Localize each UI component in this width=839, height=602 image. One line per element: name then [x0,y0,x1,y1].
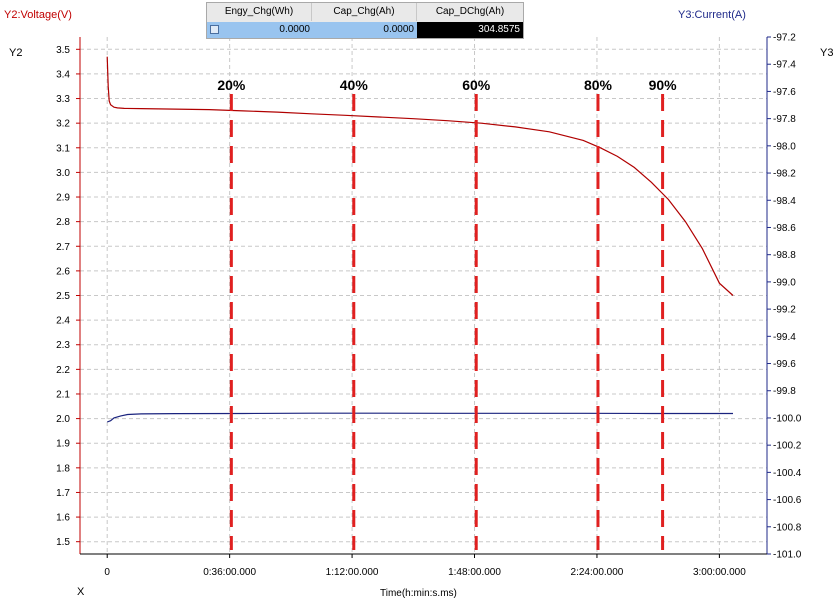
readout-header-cap-dchg[interactable]: Cap_DChg(Ah) [435,6,505,17]
marker-layer: 20% 40% 60% 80% 90% [217,77,677,550]
x-axis-name: X [77,586,85,598]
y3-tick-label: -99.0 [773,277,796,288]
marker-label: 80% [584,77,613,93]
x-tick-label: 0:36:00.000 [203,567,256,578]
y2-tick-label: 3.1 [56,143,70,154]
y2-tick-label: 2.7 [56,242,70,253]
series-line-current [106,412,733,423]
ticks-layer: 1.5 1.6 1.7 1.8 1.9 2.0 2.1 2.2 2.3 2.4 2.5 2.6 2.7 2… [56,33,802,579]
marker-label: 20% [217,77,246,93]
readout-header-cap-chg[interactable]: Cap_Chg(Ah) [312,3,417,21]
y3-tick-label: -97.2 [773,33,796,44]
y3-tick-label: -97.6 [773,87,796,98]
y2-tick-label: 1.6 [56,513,70,524]
y2-tick-label: 2.1 [56,389,70,400]
y3-tick-label: -100.2 [773,441,802,452]
readout-panel: Engy_Chg(Wh) Cap_Chg(Ah) Cap_DChg(Ah) 0.… [206,2,524,39]
y2-tick-label: 1.7 [56,488,70,499]
y2-tick-label: 3.3 [56,94,70,105]
grid-layer [80,37,767,554]
y3-axis-name: Y3 [820,47,834,59]
y3-tick-label: -97.8 [773,114,796,125]
readout-row-checkbox[interactable] [210,25,219,34]
y2-tick-label: 3.0 [56,168,70,179]
y3-tick-label: -98.8 [773,250,796,261]
y3-tick-label: -98.0 [773,141,796,152]
y2-tick-label: 2.5 [56,291,70,302]
marker-label: 40% [340,77,369,93]
y2-tick-label: 2.8 [56,217,70,228]
y3-tick-label: -99.8 [773,386,796,397]
y3-tick-label: -100.6 [773,495,802,506]
y2-tick-label: 2.0 [56,414,70,425]
x-tick-label: 1:12:00.000 [326,567,379,578]
x-tick-label: 1:48:00.000 [448,567,501,578]
y3-tick-label: -100.0 [773,413,802,424]
readout-value-cap-dchg: 304.8575 [417,22,523,38]
y2-tick-label: 1.8 [56,463,70,474]
y3-axis-title: Y3:Current(A) [678,9,746,21]
y3-tick-label: -101.0 [773,550,802,561]
y3-tick-label: -97.4 [773,60,796,71]
y2-tick-label: 3.4 [56,69,70,80]
marker-label: 60% [462,77,491,93]
y2-tick-label: 2.9 [56,193,70,204]
y2-axis-name: Y2 [9,47,23,59]
y2-tick-label: 2.2 [56,365,70,376]
x-tick-label: 0 [104,567,110,578]
series-line-voltage [106,56,734,296]
y2-tick-label: 1.5 [56,537,70,548]
y3-tick-label: -99.2 [773,305,796,316]
y2-tick-label: 2.6 [56,266,70,277]
readout-value-engy-chg: 0.0000 [207,22,313,38]
y3-tick-label: -99.6 [773,359,796,370]
y3-tick-label: -100.8 [773,522,802,533]
y2-tick-label: 3.5 [56,45,70,56]
y2-tick-label: 1.9 [56,439,70,450]
y2-tick-label: 2.3 [56,340,70,351]
readout-value-cap-chg: 0.0000 [313,22,417,38]
x-axis-title: Time(h:min:s.ms) [380,588,457,599]
y2-axis-title: Y2:Voltage(V) [4,9,72,21]
y3-tick-label: -98.6 [773,223,796,234]
y2-tick-label: 2.4 [56,316,70,327]
y3-tick-label: -98.2 [773,169,796,180]
y3-tick-label: -99.4 [773,332,796,343]
y3-tick-label: -98.4 [773,196,796,207]
x-tick-label: 3:00:00.000 [693,567,746,578]
series-layer [106,56,734,423]
y3-tick-label: -100.4 [773,468,802,479]
x-tick-label: 2:24:00.000 [571,567,624,578]
y2-tick-label: 3.2 [56,119,70,130]
readout-header-engy-chg[interactable]: Engy_Chg(Wh) [207,3,312,21]
marker-label: 90% [649,77,678,93]
